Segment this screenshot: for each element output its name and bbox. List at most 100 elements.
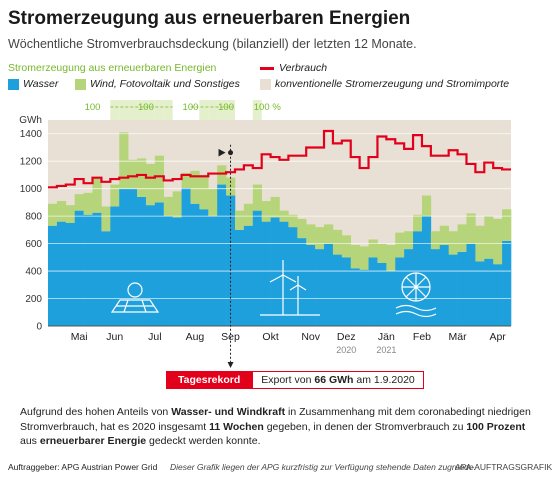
bar-wind	[315, 227, 325, 250]
full-coverage-highlight	[208, 100, 218, 120]
text-bold: 100 Prozent	[466, 420, 526, 433]
legend-item-consumption: Verbrauch	[260, 62, 327, 74]
wind-turbine-icon	[289, 276, 307, 315]
legend-item-wind: Wind, Fotovoltaik und Sonstiges	[75, 78, 240, 90]
bar-wind	[65, 205, 76, 223]
solar-panel-icon	[110, 299, 160, 313]
bar-water	[243, 225, 254, 326]
bar-wind	[359, 246, 369, 270]
legend-label-water: Wasser	[23, 78, 59, 90]
x-tick-label: Mär	[449, 331, 468, 343]
bar-wind	[48, 203, 58, 226]
bar-water	[172, 217, 182, 326]
bar-wind	[101, 206, 111, 232]
coverage-100-label: 100	[85, 102, 101, 113]
consumption-line	[48, 129, 511, 189]
bar-water	[475, 261, 485, 326]
legend-item-water: Wasser	[8, 78, 58, 90]
bar-water	[74, 210, 84, 326]
x-tick-label: Aug	[186, 331, 205, 343]
bar-water	[101, 231, 111, 326]
text-bold: Wasser- und Windkraft	[171, 406, 286, 418]
bar-water	[48, 225, 58, 326]
bar-wind	[261, 201, 271, 222]
text-part: in Zusammenhang mit dem coronabedingt ni…	[20, 406, 531, 433]
full-coverage-highlight	[154, 100, 164, 120]
full-coverage-highlight	[110, 100, 120, 120]
bar-wind	[288, 214, 298, 228]
bar-water	[306, 244, 316, 326]
record-marker-arrow	[218, 148, 226, 157]
x-tick-label: Jun	[106, 331, 123, 343]
x-tick-label: Jän	[378, 331, 395, 343]
y-tick-label: 0	[36, 322, 42, 333]
bar-water	[56, 221, 67, 326]
y-tick-label: 400	[25, 267, 42, 278]
footer-client: Auftraggeber: APG Austrian Power Grid	[8, 462, 158, 472]
water-waves-icon	[395, 304, 437, 318]
bar-wind	[128, 159, 138, 189]
bar-wind	[92, 178, 102, 213]
bar-wind	[448, 231, 458, 255]
bar-wind	[502, 209, 512, 241]
year-label: 2021	[376, 345, 396, 355]
bar-wind	[243, 203, 254, 226]
full-coverage-highlight	[145, 100, 155, 120]
bar-wind	[324, 224, 334, 244]
record-value-box: Export von 66 GWh am 1.9.2020	[252, 371, 424, 389]
bar-water	[377, 262, 387, 326]
bar-water	[83, 214, 93, 326]
y-tick-label: 800	[25, 212, 42, 223]
chart-title: Stromerzeugung aus erneuerbaren Energien	[8, 8, 411, 29]
description-text: Aufgrund des hohen Anteils von Wasser- u…	[20, 405, 540, 449]
bar-water	[457, 251, 467, 326]
bar-water	[288, 227, 298, 326]
bar-water	[448, 254, 458, 326]
bar-wind	[181, 172, 191, 188]
bar-wind	[56, 201, 67, 222]
bar-water	[270, 217, 280, 326]
bar-water	[502, 240, 512, 326]
record-pre: Export von	[261, 374, 315, 386]
bar-water	[493, 264, 503, 326]
legend-label-wind: Wind, Fotovoltaik und Sonstiges	[90, 78, 240, 90]
bar-wind	[350, 244, 360, 269]
bar-wind	[270, 196, 280, 218]
bar-water	[65, 223, 76, 326]
footer-note: Dieser Grafik liegen der APG kurzfristig…	[170, 462, 476, 472]
bar-wind	[306, 224, 316, 245]
y-tick-label: 200	[25, 294, 42, 305]
bar-wind	[110, 184, 120, 207]
bar-water	[341, 257, 352, 326]
bar-water	[234, 229, 245, 326]
bar-wind	[493, 218, 503, 265]
bar-water	[395, 257, 405, 326]
x-tick-label: Apr	[489, 331, 506, 343]
text-part: Aufgrund des hohen Anteils von	[20, 406, 172, 418]
coverage-100-label: 100	[218, 102, 234, 113]
coverage-100-label: 100	[183, 102, 199, 113]
bar-wind	[341, 235, 352, 258]
bar-wind	[83, 192, 93, 215]
x-tick-label: Dez	[337, 331, 356, 343]
bar-water	[92, 212, 102, 326]
coverage-100-label: 100	[138, 102, 154, 113]
bar-wind	[386, 244, 396, 272]
record-value: 66 GWh	[314, 374, 354, 386]
record-marker-dot	[228, 150, 234, 156]
text-bold: erneuerbarer Energie	[39, 435, 147, 447]
text-part: gedeckt werden konnte.	[146, 435, 261, 447]
x-tick-label: Jul	[148, 331, 161, 343]
full-coverage-highlight	[252, 100, 262, 120]
bar-water	[466, 243, 476, 326]
bar-wind	[466, 213, 476, 244]
bar-water	[430, 249, 441, 326]
bar-water	[324, 243, 334, 326]
text-bold: 11 Wochen	[209, 420, 264, 433]
full-coverage-highlight	[119, 100, 129, 120]
bar-water	[297, 238, 307, 326]
bar-wind	[145, 163, 156, 206]
bar-wind	[172, 191, 182, 218]
y-tick-label: 1400	[20, 129, 43, 140]
bar-wind	[395, 232, 405, 258]
